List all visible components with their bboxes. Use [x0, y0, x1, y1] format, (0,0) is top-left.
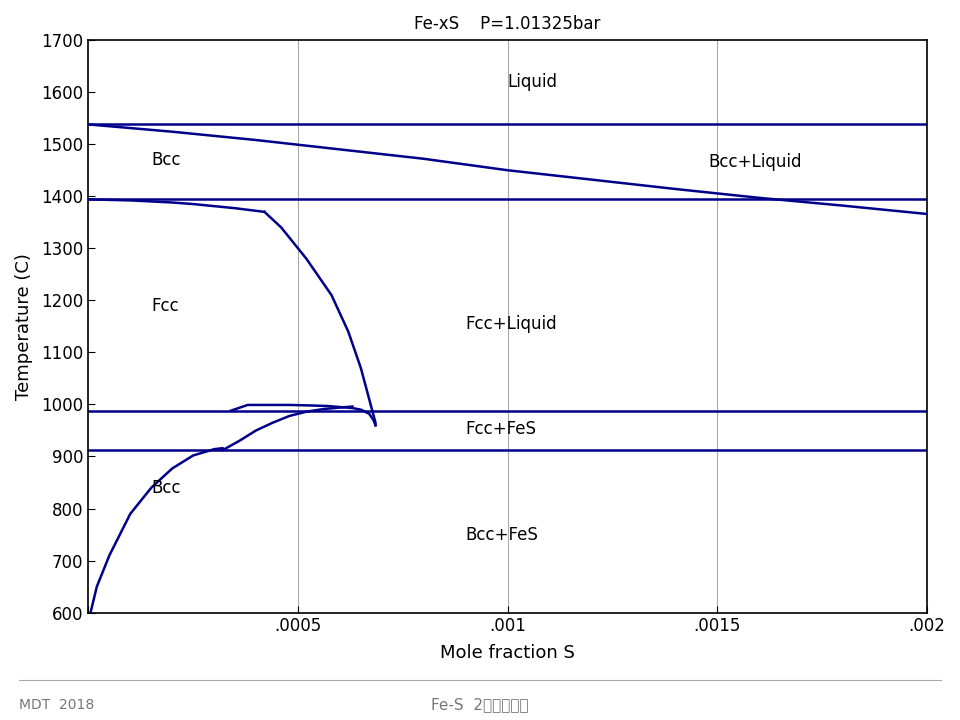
- Text: Bcc: Bcc: [152, 150, 180, 168]
- Text: Bcc+Liquid: Bcc+Liquid: [708, 153, 803, 171]
- Text: Fcc+FeS: Fcc+FeS: [466, 420, 537, 438]
- Text: Fcc+Liquid: Fcc+Liquid: [466, 315, 557, 333]
- X-axis label: Mole fraction S: Mole fraction S: [440, 644, 575, 662]
- Text: Bcc+FeS: Bcc+FeS: [466, 526, 539, 544]
- Text: Fcc: Fcc: [152, 297, 180, 315]
- Y-axis label: Temperature (C): Temperature (C): [15, 253, 33, 400]
- Text: Liquid: Liquid: [508, 73, 558, 91]
- Text: Bcc: Bcc: [152, 479, 180, 497]
- Title: Fe-xS    P=1.01325bar: Fe-xS P=1.01325bar: [415, 15, 601, 33]
- Text: Fe-S  2元系状態図: Fe-S 2元系状態図: [431, 697, 529, 712]
- Text: MDT  2018: MDT 2018: [19, 698, 94, 712]
